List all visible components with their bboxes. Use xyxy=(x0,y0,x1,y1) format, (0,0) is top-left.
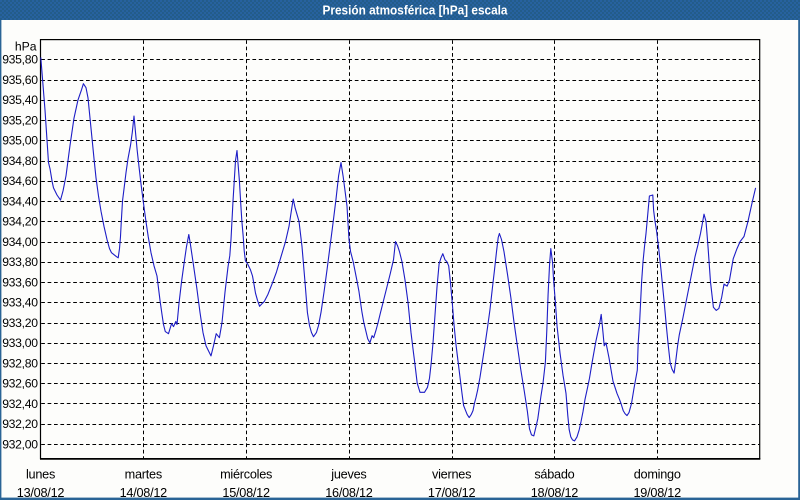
svg-text:18/08/12: 18/08/12 xyxy=(531,486,579,500)
svg-text:Presión atmosférica [hPa] esca: Presión atmosférica [hPa] escala xyxy=(323,3,509,18)
svg-text:933,40: 933,40 xyxy=(2,296,38,310)
svg-text:martes: martes xyxy=(125,468,162,482)
svg-text:934,20: 934,20 xyxy=(2,215,38,229)
svg-text:935,40: 935,40 xyxy=(2,93,38,107)
svg-text:934,80: 934,80 xyxy=(2,154,38,168)
svg-text:934,00: 934,00 xyxy=(2,235,38,249)
svg-text:932,40: 932,40 xyxy=(2,397,38,411)
svg-text:932,60: 932,60 xyxy=(2,377,38,391)
svg-text:933,60: 933,60 xyxy=(2,275,38,289)
svg-text:932,20: 932,20 xyxy=(2,417,38,431)
svg-text:hPa: hPa xyxy=(15,40,37,54)
svg-text:935,60: 935,60 xyxy=(2,73,38,87)
svg-text:932,80: 932,80 xyxy=(2,356,38,370)
svg-text:17/08/12: 17/08/12 xyxy=(428,486,476,500)
svg-text:jueves: jueves xyxy=(330,468,366,482)
svg-text:15/08/12: 15/08/12 xyxy=(222,486,270,500)
svg-text:933,20: 933,20 xyxy=(2,316,38,330)
svg-text:934,40: 934,40 xyxy=(2,194,38,208)
svg-text:16/08/12: 16/08/12 xyxy=(325,486,373,500)
svg-text:933,00: 933,00 xyxy=(2,336,38,350)
svg-text:935,00: 935,00 xyxy=(2,134,38,148)
svg-text:935,20: 935,20 xyxy=(2,113,38,127)
svg-text:14/08/12: 14/08/12 xyxy=(120,486,168,500)
svg-text:viernes: viernes xyxy=(432,468,471,482)
svg-text:935,80: 935,80 xyxy=(2,53,38,67)
svg-text:934,60: 934,60 xyxy=(2,174,38,188)
svg-text:sábado: sábado xyxy=(534,468,574,482)
svg-text:miércoles: miércoles xyxy=(220,468,272,482)
svg-text:lunes: lunes xyxy=(26,468,55,482)
svg-text:13/08/12: 13/08/12 xyxy=(17,486,65,500)
svg-text:domingo: domingo xyxy=(634,468,681,482)
svg-text:19/08/12: 19/08/12 xyxy=(634,486,682,500)
svg-text:932,00: 932,00 xyxy=(2,437,38,451)
svg-text:933,80: 933,80 xyxy=(2,255,38,269)
